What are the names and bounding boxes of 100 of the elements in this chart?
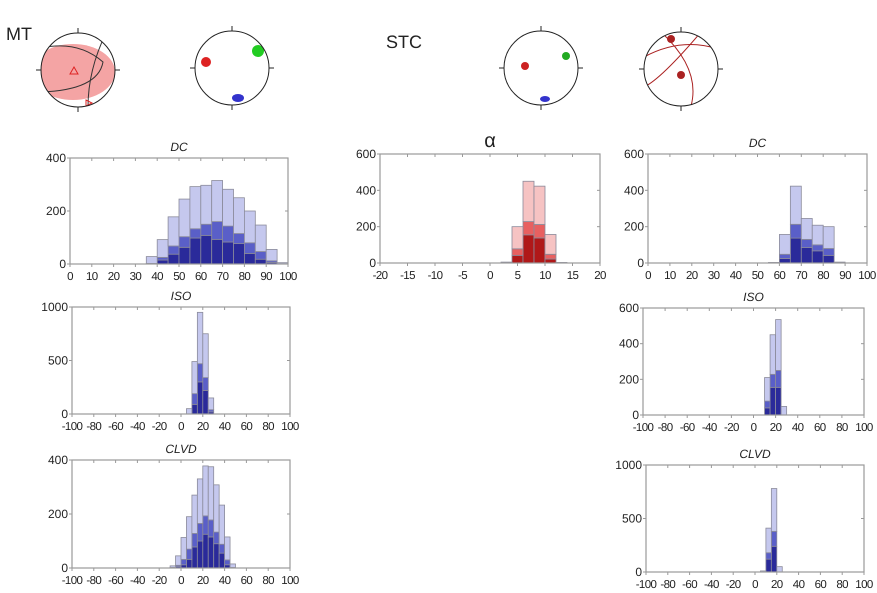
x-tick-label: 30 xyxy=(130,271,142,283)
x-tick-label: -20 xyxy=(152,421,167,433)
x-tick-label: -100 xyxy=(636,579,657,591)
x-tick-label: 0 xyxy=(487,270,494,282)
x-tick-label: 30 xyxy=(708,270,720,282)
chart-title: CLVD xyxy=(739,447,771,461)
text: STC xyxy=(386,32,422,52)
x-tick-label: 80 xyxy=(836,579,848,591)
x-tick-label: 100 xyxy=(279,271,297,283)
x-tick-label: 20 xyxy=(771,579,783,591)
x-tick-label: -10 xyxy=(428,270,443,282)
x-tick-label: 15 xyxy=(566,270,578,282)
x-tick-label: 40 xyxy=(792,422,804,434)
x-tick-label: 60 xyxy=(814,422,826,434)
x-tick-label: 0 xyxy=(750,422,757,434)
x-tick-label: -20 xyxy=(152,575,167,587)
x-tick-label: 40 xyxy=(730,270,742,282)
x-tick-label: -40 xyxy=(702,422,717,434)
x-tick-label: 100 xyxy=(281,421,299,433)
x-tick-label: 60 xyxy=(240,421,252,433)
y-tick-label: 0 xyxy=(61,561,68,575)
y-tick-label: 0 xyxy=(61,407,68,421)
x-tick-label: -15 xyxy=(400,270,416,282)
x-tick-label: 100 xyxy=(855,422,873,434)
x-tick-label: 90 xyxy=(839,270,852,282)
x-tick-label: 40 xyxy=(151,271,164,283)
x-tick-label: 20 xyxy=(197,575,209,587)
x-tick-label: 20 xyxy=(594,270,606,282)
x-tick-label: -40 xyxy=(130,421,146,433)
x-tick-label: -100 xyxy=(62,421,83,433)
chart-title: CLVD xyxy=(165,442,197,456)
y-tick-label: 1000 xyxy=(41,300,68,314)
y-tick-label: 1000 xyxy=(615,458,642,472)
chart-title: DC xyxy=(170,140,188,154)
y-tick-label: 200 xyxy=(356,220,376,234)
x-tick-label: 5 xyxy=(514,270,521,282)
x-tick-label: 50 xyxy=(752,270,764,282)
x-tick-label: -40 xyxy=(130,575,146,587)
y-tick-label: 500 xyxy=(48,354,68,368)
x-tick-label: -20 xyxy=(726,579,741,591)
y-tick-label: 500 xyxy=(622,512,642,526)
y-tick-label: 400 xyxy=(48,453,68,467)
x-tick-label: 10 xyxy=(539,270,551,282)
y-tick-label: 400 xyxy=(46,151,66,165)
chart-title: DC xyxy=(748,136,766,150)
x-tick-label: -80 xyxy=(86,575,102,587)
x-tick-label: 90 xyxy=(260,271,272,283)
y-tick-label: 0 xyxy=(637,256,644,270)
chart-title: ISO xyxy=(170,289,192,303)
x-tick-label: 60 xyxy=(195,271,207,283)
x-tick-label: 80 xyxy=(817,270,830,282)
x-tick-label: 80 xyxy=(262,421,274,433)
x-tick-label: 100 xyxy=(858,270,876,282)
y-tick-label: 600 xyxy=(624,147,644,161)
x-tick-label: 40 xyxy=(218,575,231,587)
y-tick-label: 200 xyxy=(48,507,68,521)
y-tick-label: 400 xyxy=(618,336,640,351)
y-tick-label: 600 xyxy=(356,147,376,161)
x-tick-label: -80 xyxy=(658,422,673,434)
chart-title: ISO xyxy=(743,290,764,304)
y-tick-label: 600 xyxy=(618,301,640,315)
x-tick-label: -40 xyxy=(704,579,720,591)
chart-title: α xyxy=(484,130,496,152)
x-tick-label: 20 xyxy=(686,270,698,282)
x-tick-label: 10 xyxy=(86,271,98,283)
y-tick-label: 0 xyxy=(632,408,640,422)
x-tick-label: 20 xyxy=(197,421,209,433)
x-tick-label: -60 xyxy=(682,579,698,591)
x-tick-label: 70 xyxy=(796,270,808,282)
x-tick-label: -5 xyxy=(458,270,468,282)
x-tick-label: -100 xyxy=(62,575,83,587)
x-tick-label: 40 xyxy=(218,421,231,433)
x-tick-label: 60 xyxy=(814,579,826,591)
x-tick-label: 100 xyxy=(855,579,873,591)
y-tick-label: 0 xyxy=(59,257,66,271)
x-tick-label: 10 xyxy=(664,270,676,282)
y-tick-label: 200 xyxy=(618,372,640,386)
x-tick-label: 60 xyxy=(774,270,786,282)
x-tick-label: 100 xyxy=(281,575,299,587)
x-tick-label: 70 xyxy=(216,271,229,283)
x-tick-label: 80 xyxy=(262,575,274,587)
y-tick-label: 0 xyxy=(369,256,376,270)
x-tick-label: -80 xyxy=(660,579,676,591)
y-tick-label: 200 xyxy=(624,220,644,234)
x-tick-label: 20 xyxy=(770,422,782,434)
x-tick-label: -60 xyxy=(108,421,124,433)
x-tick-label: -60 xyxy=(680,422,695,434)
y-tick-label: 400 xyxy=(624,183,644,198)
x-tick-label: 80 xyxy=(836,422,848,434)
x-tick-label: 20 xyxy=(108,271,120,283)
text: MT xyxy=(6,24,32,44)
x-tick-label: 60 xyxy=(240,575,252,587)
x-tick-label: -60 xyxy=(108,575,124,587)
x-tick-label: -20 xyxy=(724,422,740,434)
x-tick-label: -20 xyxy=(372,270,388,282)
y-tick-label: 200 xyxy=(46,204,66,218)
x-tick-label: -100 xyxy=(632,422,654,434)
x-tick-label: 80 xyxy=(238,271,250,283)
y-tick-label: 400 xyxy=(356,183,376,198)
x-tick-label: 40 xyxy=(792,579,805,591)
